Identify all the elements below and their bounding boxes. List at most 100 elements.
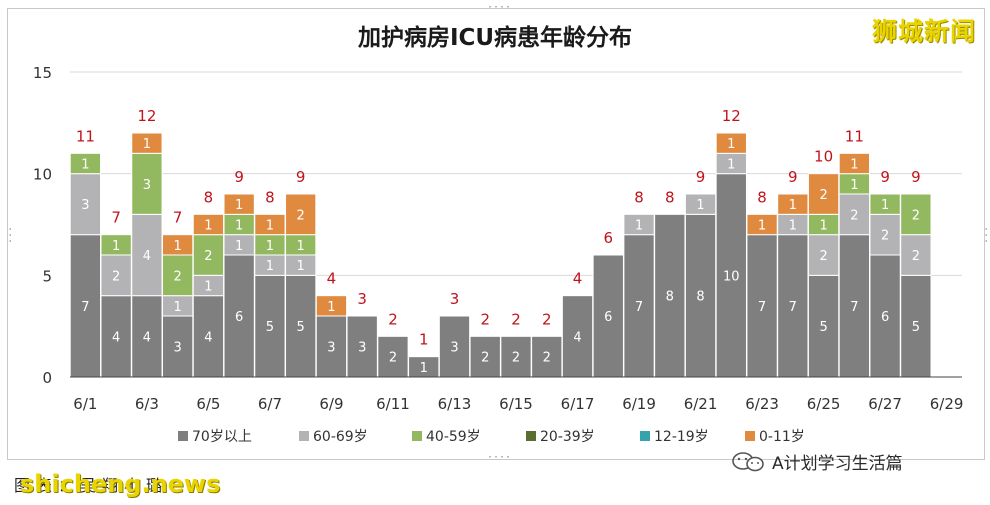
bar-segment [715,173,747,378]
segment-label: 1 [758,219,766,234]
bar-segment [561,295,594,378]
segment-label: 5 [819,320,827,335]
total-label: 9 [911,168,921,186]
total-label: 2 [511,310,521,328]
bar-segment [162,254,194,297]
segment-label: 1 [727,137,735,152]
segment-label: 6 [604,310,612,325]
total-label: 12 [137,107,156,125]
total-label: 8 [757,188,767,206]
segment-label: 4 [143,249,151,264]
resize-handle-left[interactable]: ··· [4,226,15,245]
bar-segment [592,254,624,378]
segment-label: 1 [297,259,305,274]
bar-segment [777,234,809,378]
segment-label: 1 [696,198,704,213]
x-tick-label: 6/17 [561,395,595,413]
total-label: 9 [234,168,244,186]
segment-label: 5 [912,320,920,335]
bar-segment [438,315,471,378]
segment-label: 7 [758,300,766,315]
resize-handle-bottom[interactable]: ···· [487,452,512,463]
segment-label: 4 [573,330,581,345]
bar-segment [838,152,870,175]
resize-handle-right[interactable]: ··· [980,226,990,245]
segment-label: 2 [204,249,212,264]
bar-segment [69,173,102,236]
total-label: 3 [450,290,460,308]
segment-label: 1 [266,239,274,254]
total-label: 9 [696,168,706,186]
segment-label: 4 [143,330,151,345]
bar-segment [346,315,378,378]
segment-label: 2 [881,229,889,244]
legend-label: 12-19岁 [654,429,709,445]
bar-segment [869,254,901,378]
segment-label: 2 [543,351,551,366]
segment-label: 2 [389,351,397,366]
segment-label: 2 [819,188,827,203]
bar-segment [192,234,225,276]
bar-segment [807,173,840,215]
segment-label: 1 [112,239,120,254]
watermark-site: shicheng.news [20,470,221,498]
legend-swatch [640,431,650,441]
segment-label: 1 [881,198,889,213]
total-label: 12 [722,107,741,125]
y-tick-label: 0 [42,369,52,387]
legend-swatch [178,431,188,441]
bar-segment [131,152,163,215]
segment-label: 1 [204,219,212,234]
x-tick-label: 6/1 [73,395,97,413]
legend-label: 20-39岁 [540,429,595,445]
segment-label: 2 [912,208,920,223]
total-label: 2 [480,310,490,328]
x-tick-label: 6/23 [745,395,779,413]
total-label: 7 [173,209,183,227]
segment-label: 3 [358,341,366,356]
segment-label: 2 [297,208,305,223]
bar-segment [900,193,932,236]
segment-label: 4 [204,330,212,345]
x-tick-label: 6/27 [868,395,902,413]
bar-segment [162,315,194,378]
segment-label: 8 [666,290,674,305]
segment-label: 7 [635,300,643,315]
bar-segment [100,295,132,378]
segment-label: 1 [819,219,827,234]
x-tick-label: 6/11 [376,395,410,413]
segment-label: 8 [696,290,704,305]
x-tick-label: 6/5 [196,395,220,413]
caption-credit: 图表：吴翔小璐 [14,476,169,495]
legend-swatch [526,431,536,441]
total-label: 2 [542,310,552,328]
total-label: 6 [604,229,614,247]
bar-segment [807,274,840,378]
bar-segment [531,335,563,378]
segment-label: 2 [512,351,520,366]
x-tick-label: 6/25 [807,395,841,413]
wechat-account: A计划学习生活篇 [730,449,903,474]
segment-label: 3 [327,341,335,356]
segment-label: 4 [112,330,120,345]
bar-segment [838,234,870,378]
bar-segment [131,295,163,378]
segment-label: 1 [81,158,89,173]
bar-segment [315,295,348,317]
legend-label: 60-69岁 [313,429,368,445]
segment-label: 2 [850,208,858,223]
bar-segment [69,234,102,378]
legend-label: 40-59岁 [426,429,481,445]
segment-label: 1 [327,300,335,315]
total-label: 8 [665,188,675,206]
segment-label: 7 [81,300,89,315]
bar-segment [715,132,747,154]
x-tick-label: 6/15 [499,395,533,413]
chart-title: 加护病房ICU病患年龄分布 [357,25,633,51]
resize-handle-top[interactable]: ···· [487,2,512,13]
segment-label: 7 [789,300,797,315]
total-label: 10 [814,148,833,166]
bar-segment [192,295,225,378]
